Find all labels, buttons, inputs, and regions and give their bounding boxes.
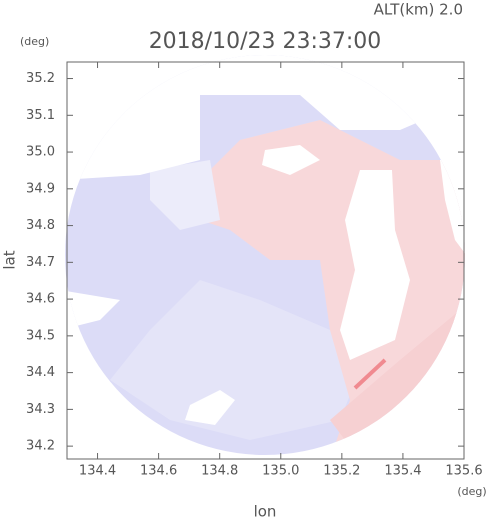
x-tick-label: 134.8 [201,464,238,479]
radar-field [65,55,465,455]
no-data [340,170,410,360]
y-tick-label: 35.1 [26,108,55,123]
x-tick-label: 134.6 [140,464,177,479]
altitude-label: ALT(km) 2.0 [374,1,463,19]
no-data [262,145,320,175]
y-tick-label: 34.3 [26,402,55,417]
y-axis-label: lat [1,250,19,269]
approach-light [110,280,360,440]
y-tick-label: 34.2 [26,439,55,454]
x-tick-label: 135.0 [262,464,299,479]
x-unit: (deg) [457,485,486,498]
x-tick-label: 135.2 [323,464,360,479]
x-tick-label: 134.4 [79,464,116,479]
y-tick-label: 34.6 [26,292,55,307]
y-tick-label: 34.8 [26,218,55,233]
y-tick-label: 34.9 [26,181,55,196]
chart-title: 2018/10/23 23:37:00 [149,29,382,54]
approach-pale [150,160,220,230]
y-tick-label: 34.4 [26,365,55,380]
x-tick-label: 135.4 [384,464,421,479]
y-tick-label: 35.2 [26,71,55,86]
x-tick-label: 135.6 [445,464,482,479]
y-tick-label: 34.7 [26,255,55,270]
y-tick-label: 34.5 [26,328,55,343]
strong-echo [353,358,387,390]
no-data [185,390,235,425]
y-unit: (deg) [20,35,49,48]
x-axis-label: lon [254,503,277,521]
y-tick-label: 35.0 [26,145,55,160]
plot-frame [66,61,465,460]
